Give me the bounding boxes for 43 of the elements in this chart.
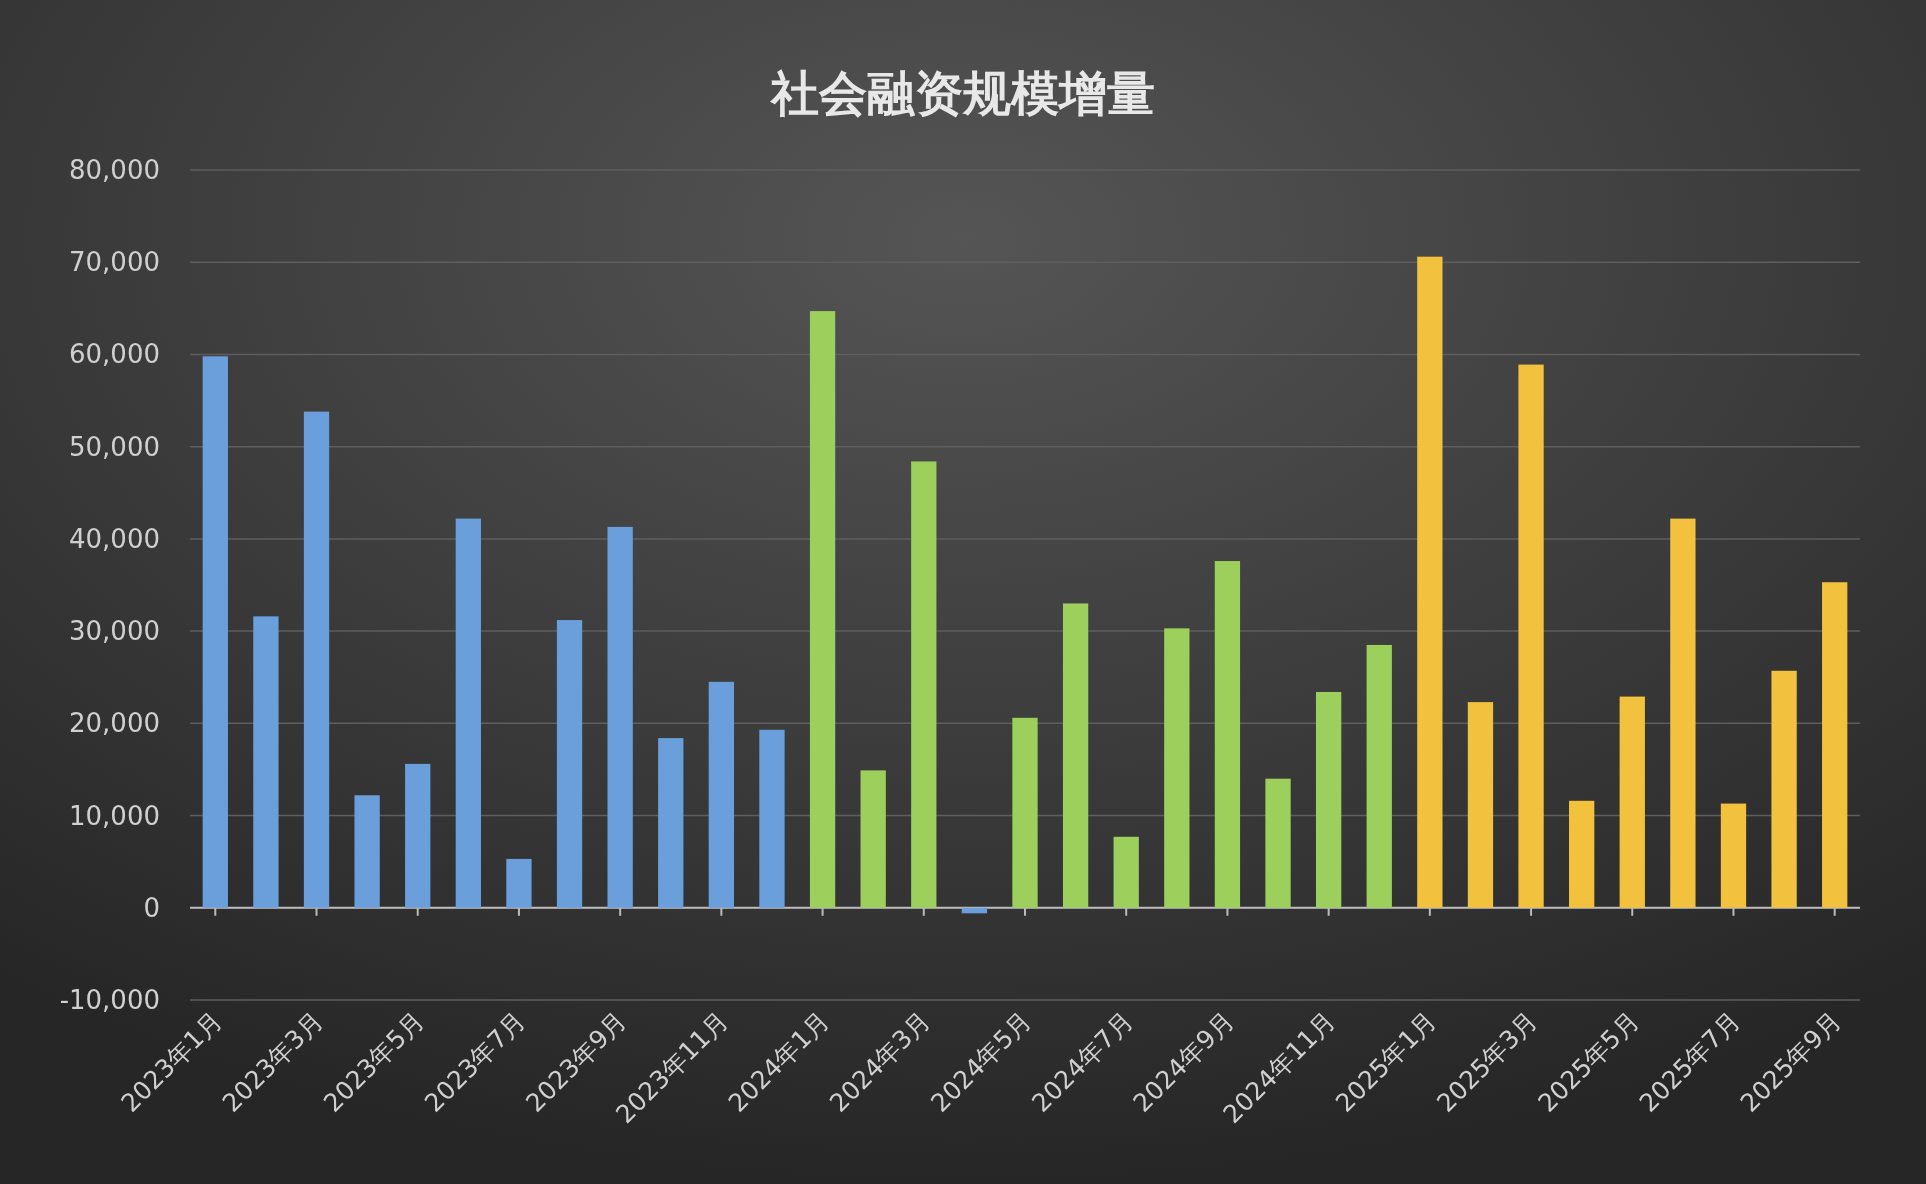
bar xyxy=(1771,670,1797,908)
bar xyxy=(1012,717,1038,908)
bar xyxy=(1315,691,1342,908)
y-tick-label: 10,000 xyxy=(69,800,160,831)
bar xyxy=(1265,778,1291,908)
y-tick-label: 50,000 xyxy=(69,431,160,462)
bar xyxy=(1417,256,1443,908)
bar xyxy=(911,461,937,908)
bar xyxy=(1670,518,1696,908)
y-tick-label: 60,000 xyxy=(69,339,160,370)
bar xyxy=(708,681,735,908)
y-tick-label: 70,000 xyxy=(69,247,160,278)
bar xyxy=(506,858,532,908)
bar xyxy=(202,356,228,908)
bar xyxy=(1822,582,1848,908)
bar xyxy=(556,620,583,908)
bar xyxy=(1518,364,1544,908)
bar xyxy=(658,738,684,908)
y-tick-label: 80,000 xyxy=(69,155,160,185)
bar xyxy=(1569,800,1595,908)
bar xyxy=(455,518,481,908)
y-tick-label: 0 xyxy=(143,892,160,923)
y-tick-label: 20,000 xyxy=(69,708,160,739)
bar xyxy=(759,729,785,908)
bar xyxy=(1619,696,1645,908)
bar xyxy=(1467,702,1494,908)
bar xyxy=(253,616,279,908)
bar xyxy=(1113,836,1139,908)
bar xyxy=(303,411,330,908)
bar xyxy=(405,763,431,908)
bar xyxy=(1164,628,1190,908)
y-tick-label: 30,000 xyxy=(69,616,160,647)
bar xyxy=(860,770,886,908)
bar xyxy=(354,795,380,908)
y-tick-label: 40,000 xyxy=(69,523,160,554)
chart-title: 社会融资规模增量 xyxy=(769,65,1155,121)
bar xyxy=(1366,644,1392,908)
bar xyxy=(1062,603,1089,908)
bar xyxy=(607,526,633,908)
bar xyxy=(809,311,836,908)
bar xyxy=(1214,561,1241,908)
bar xyxy=(1720,803,1747,908)
y-tick-label: -10,000 xyxy=(59,985,160,1015)
